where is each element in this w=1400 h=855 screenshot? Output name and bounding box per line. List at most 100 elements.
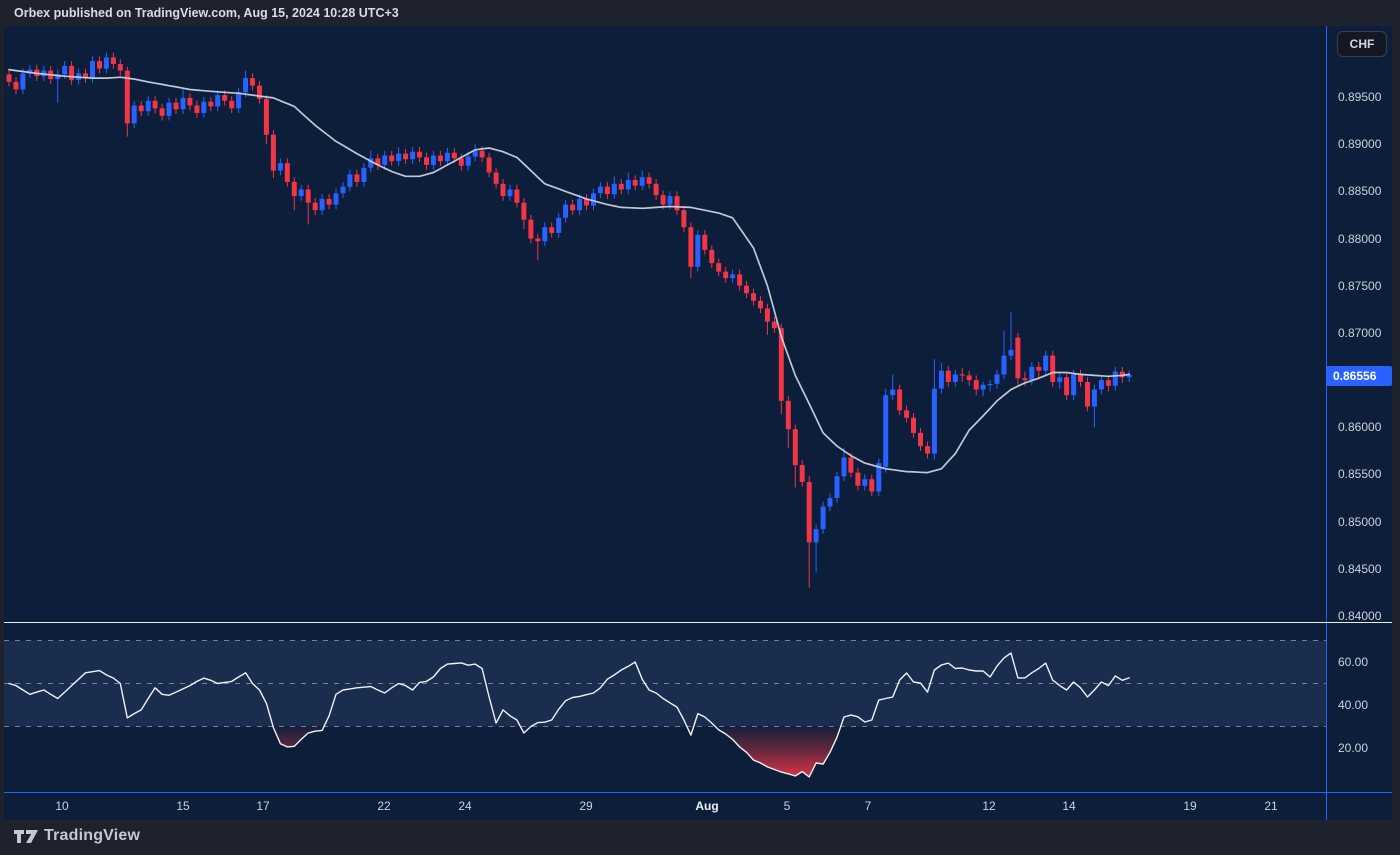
candle-body bbox=[166, 102, 172, 116]
moving-average-line bbox=[8, 68, 1131, 474]
time-tick-label: 12 bbox=[982, 799, 996, 813]
time-axis-border bbox=[4, 792, 1392, 793]
candle-body bbox=[577, 198, 583, 211]
candle-body bbox=[83, 73, 88, 79]
candle-body bbox=[758, 300, 763, 309]
candle-body bbox=[6, 74, 12, 82]
candle-body bbox=[347, 174, 353, 187]
time-tick-label: 14 bbox=[1062, 799, 1076, 813]
candle-body bbox=[521, 202, 527, 220]
candle-body bbox=[688, 227, 694, 267]
candle-body bbox=[904, 410, 910, 418]
candle-body bbox=[270, 134, 276, 171]
candle-body bbox=[13, 81, 19, 90]
time-tick-label: 19 bbox=[1183, 799, 1197, 813]
candle-wick bbox=[307, 184, 309, 225]
candle-body bbox=[1091, 389, 1097, 407]
rsi-tick-label: 20.00 bbox=[1338, 741, 1369, 755]
candle-body bbox=[396, 153, 402, 162]
candle-body bbox=[403, 153, 409, 160]
candle-body bbox=[785, 400, 791, 430]
rsi-tick-label: 60.00 bbox=[1338, 655, 1369, 669]
candle-body bbox=[584, 198, 589, 206]
candle-body bbox=[820, 506, 826, 530]
time-tick-label: 15 bbox=[176, 799, 190, 813]
candle-body bbox=[570, 204, 576, 211]
candle-body bbox=[222, 95, 228, 101]
candle-body bbox=[382, 155, 388, 165]
candle-wick bbox=[1003, 331, 1005, 380]
candle-body bbox=[709, 249, 715, 264]
candle-body bbox=[869, 479, 875, 492]
candle-body bbox=[361, 167, 367, 182]
candle-body bbox=[625, 180, 631, 190]
candle-body bbox=[354, 174, 360, 182]
candle-body bbox=[952, 374, 958, 382]
candle-body bbox=[465, 156, 471, 166]
candle-body bbox=[389, 155, 395, 162]
candle-body bbox=[528, 219, 534, 239]
rsi-line bbox=[8, 652, 1130, 778]
candle-body bbox=[806, 482, 812, 543]
candle-body bbox=[263, 98, 269, 135]
candle-body bbox=[771, 321, 777, 329]
candle-body bbox=[277, 163, 283, 171]
time-tick-month-label: Aug bbox=[695, 799, 719, 813]
candle-body bbox=[973, 380, 979, 390]
candle-body bbox=[1085, 382, 1090, 407]
pane-separator[interactable] bbox=[4, 622, 1392, 623]
candle-body bbox=[653, 183, 659, 196]
candle-wick bbox=[989, 380, 991, 392]
candle-body bbox=[27, 69, 33, 74]
candle-body bbox=[458, 158, 464, 166]
candle-body bbox=[298, 189, 304, 197]
candle-body bbox=[243, 78, 249, 93]
publish-info-text: Orbex published on TradingView.com, Aug … bbox=[14, 6, 399, 20]
price-axis[interactable]: 0.89500 0.89000 0.88500 0.88000 0.87500 0.870… bbox=[1326, 26, 1392, 792]
time-tick-label: 24 bbox=[458, 799, 472, 813]
candle-body bbox=[556, 217, 562, 233]
candle-body bbox=[813, 529, 819, 543]
candle-body bbox=[542, 227, 548, 242]
candle-body bbox=[897, 389, 903, 411]
candle-body bbox=[597, 186, 603, 194]
candle-body bbox=[918, 432, 923, 447]
price-tick-label: 0.88500 bbox=[1338, 184, 1382, 199]
publish-header-bar: Orbex published on TradingView.com, Aug … bbox=[0, 0, 1400, 26]
candle-body bbox=[799, 465, 805, 482]
candle-body bbox=[1105, 380, 1111, 386]
tradingview-logo-icon[interactable] bbox=[13, 829, 39, 847]
candle-body bbox=[215, 95, 221, 107]
time-tick-label: 29 bbox=[579, 799, 593, 813]
candle-body bbox=[1057, 377, 1063, 382]
chart-widget: 0.89500 0.89000 0.88500 0.88000 0.87500 0.870… bbox=[4, 26, 1392, 820]
time-tick-label: 7 bbox=[864, 799, 872, 813]
candle-body bbox=[1064, 377, 1070, 396]
candle-body bbox=[1022, 378, 1028, 381]
price-tick-label: 0.85000 bbox=[1338, 514, 1382, 529]
candle-body bbox=[890, 389, 896, 396]
candle-body bbox=[375, 158, 381, 165]
candle-body bbox=[444, 152, 450, 162]
candle-body bbox=[744, 285, 749, 294]
tradingview-brand-text[interactable]: TradingView bbox=[44, 827, 141, 844]
candle-body bbox=[911, 417, 916, 433]
candle-body bbox=[131, 105, 137, 124]
candle-wick bbox=[1010, 312, 1012, 361]
candle-body bbox=[284, 163, 290, 182]
symbol-button[interactable]: CHF bbox=[1337, 31, 1387, 57]
candle-body bbox=[681, 210, 687, 228]
candle-body bbox=[535, 238, 541, 242]
candle-body bbox=[472, 150, 478, 157]
candle-body bbox=[173, 102, 179, 110]
candle-body bbox=[667, 196, 673, 205]
candle-body bbox=[778, 328, 784, 401]
chart-plot-area[interactable] bbox=[4, 26, 1326, 820]
candle-body bbox=[674, 196, 680, 211]
candle-wick bbox=[57, 69, 59, 103]
candle-body bbox=[931, 388, 937, 454]
candle-body bbox=[604, 186, 610, 195]
price-tick-label: 0.84000 bbox=[1338, 609, 1382, 623]
time-axis[interactable]: 10 15 17 22 24 29 Aug 5 7 12 14 19 21 bbox=[4, 793, 1392, 820]
candle-body bbox=[340, 186, 346, 194]
